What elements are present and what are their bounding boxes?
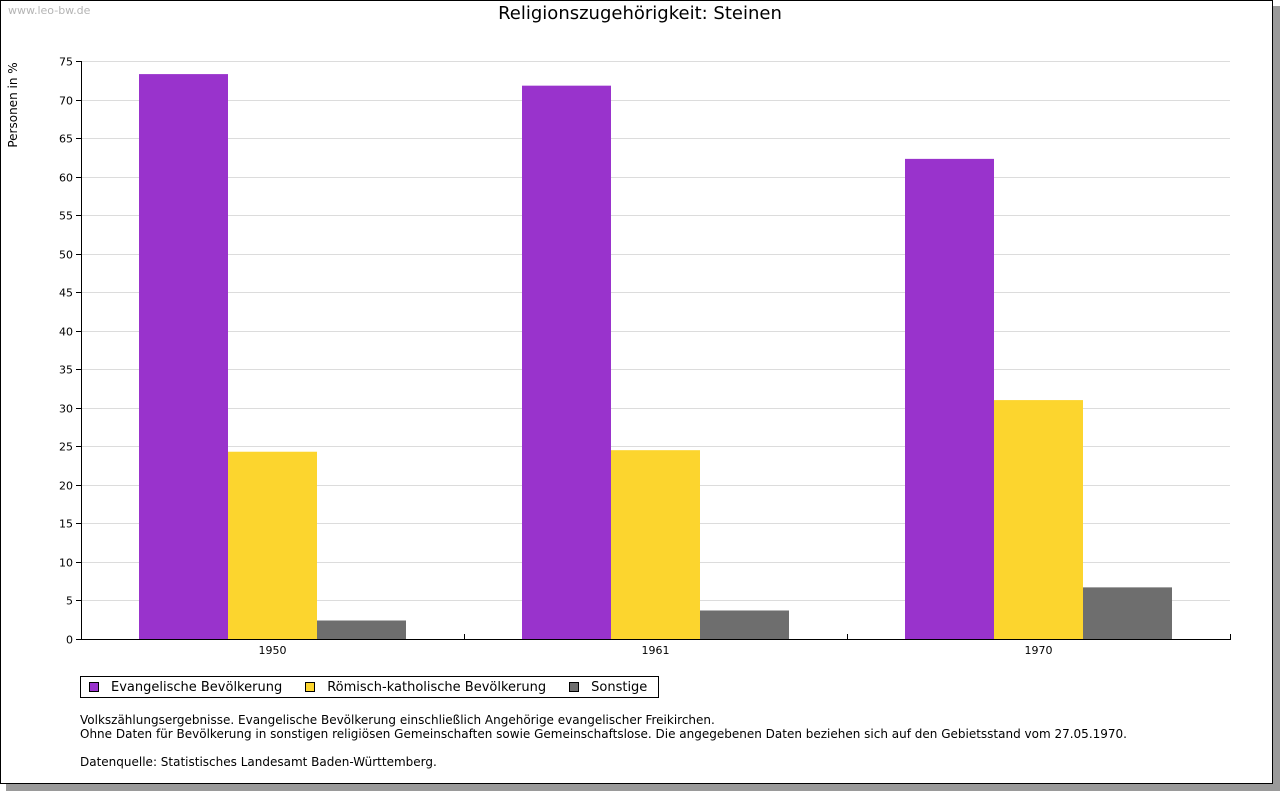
y-tick-label: 45 [59, 287, 73, 300]
chart-title: Religionszugehörigkeit: Steinen [498, 3, 782, 24]
frame-shadow-bottom [6, 784, 1280, 791]
y-tick-label: 5 [66, 595, 73, 608]
bar-1961-3 [700, 610, 789, 639]
y-tick-label: 55 [59, 210, 73, 223]
y-axis-label: Personen in % [6, 62, 20, 147]
y-tick-label: 20 [59, 480, 73, 493]
frame-shadow-right [1273, 6, 1280, 791]
bar-1950-1 [139, 74, 228, 640]
y-tick-label: 10 [59, 557, 73, 570]
y-tick-label: 50 [59, 249, 73, 262]
watermark: www.leo-bw.de [8, 4, 91, 17]
chart-notes: Volkszählungsergebnisse. Evangelische Be… [80, 713, 1127, 769]
y-tick-label: 70 [59, 95, 73, 108]
x-tick-label: 1950 [259, 644, 287, 657]
legend-item-katholisch: Römisch-katholische Bevölkerung [305, 680, 546, 695]
legend-swatch [89, 682, 99, 692]
bar-1961-2 [611, 450, 700, 639]
legend-swatch [305, 682, 316, 692]
y-tick-label: 35 [59, 364, 73, 377]
note-line: Ohne Daten für Bevölkerung in sonstigen … [80, 727, 1127, 741]
x-tick-label: 1961 [642, 644, 670, 657]
legend-item-evangelisch: Evangelische Bevölkerung [89, 680, 282, 695]
note-line: Volkszählungsergebnisse. Evangelische Be… [80, 713, 715, 727]
y-tick-label: 75 [59, 56, 73, 69]
y-tick-label: 0 [66, 634, 73, 647]
y-tick-label: 30 [59, 403, 73, 416]
x-tick-label: 1970 [1025, 644, 1053, 657]
legend-label: Sonstige [591, 679, 648, 695]
legend-swatch [569, 682, 580, 692]
y-tick-label: 15 [59, 518, 73, 531]
bar-1970-1 [905, 158, 994, 639]
legend-item-sonstige: Sonstige [569, 680, 647, 695]
bar-1970-3 [1083, 587, 1172, 639]
bar-1961-1 [522, 85, 611, 640]
data-source-note: Datenquelle: Statistisches Landesamt Bad… [80, 755, 437, 769]
bar-1970-2 [994, 400, 1083, 639]
y-tick-label: 65 [59, 133, 73, 146]
y-tick-label: 25 [59, 441, 73, 454]
bar-1950-3 [317, 620, 406, 639]
bar-1950-2 [228, 451, 317, 639]
y-tick-label: 60 [59, 172, 73, 185]
y-tick-label: 40 [59, 326, 73, 339]
legend: Evangelische Bevölkerung Römisch-katholi… [80, 676, 660, 698]
legend-label: Römisch-katholische Bevölkerung [327, 679, 547, 695]
legend-label: Evangelische Bevölkerung [111, 679, 283, 695]
